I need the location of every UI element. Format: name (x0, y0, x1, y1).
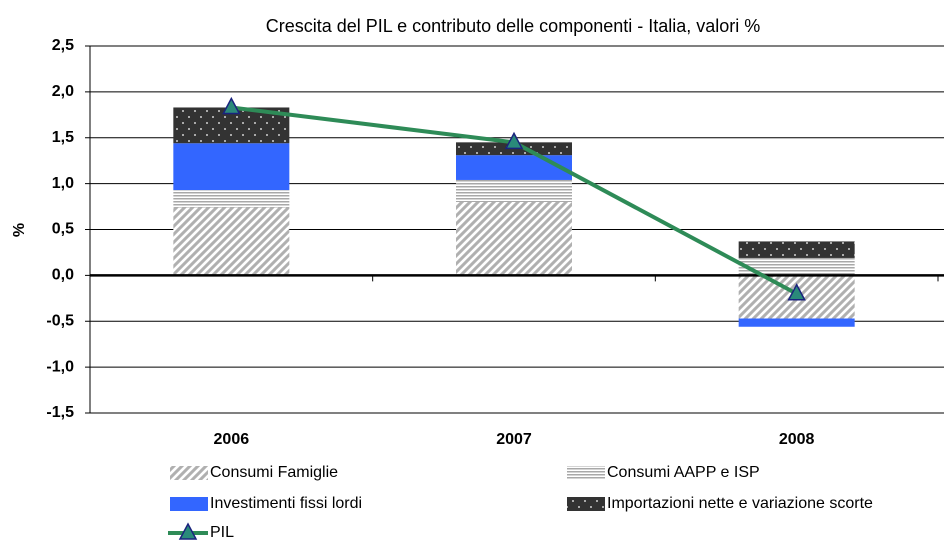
legend-label: Importazioni nette e variazione scorte (607, 495, 873, 512)
marker (222, 96, 241, 115)
legend-swatch (567, 497, 605, 511)
y-tick-label: -1,0 (46, 358, 74, 375)
y-tick-label: -0,5 (46, 312, 74, 329)
bar (738, 257, 855, 276)
bar (173, 143, 290, 191)
bar (173, 207, 290, 276)
x-tick-label: 2007 (496, 431, 532, 448)
legend-label: Investimenti fissi lordi (210, 495, 362, 512)
marker (787, 283, 806, 301)
y-tick-label: 2,5 (52, 37, 74, 54)
x-tick-label: 2006 (214, 431, 250, 448)
marker (504, 131, 524, 150)
legend-swatch (567, 466, 605, 480)
y-axis-label: % (11, 223, 28, 237)
y-tick-label: 1,5 (52, 129, 74, 146)
chart-title: Crescita del PIL e contributo delle comp… (266, 16, 761, 36)
legend-label: Consumi Famiglie (210, 464, 338, 481)
bar (456, 179, 572, 202)
bar (456, 155, 572, 180)
y-tick-label: 0,0 (52, 267, 74, 284)
y-tick-label: -1,5 (46, 404, 74, 421)
y-tick-label: 2,0 (52, 83, 74, 100)
bar (456, 201, 572, 276)
legend-swatch (170, 466, 208, 480)
bar (738, 318, 855, 327)
y-tick-label: 0,5 (52, 221, 74, 238)
x-tick-label: 2008 (779, 431, 815, 448)
legend-label: PIL (210, 524, 234, 541)
y-tick-label: 1,0 (52, 175, 74, 192)
bar (738, 241, 855, 258)
legend-label: Consumi AAPP e ISP (607, 464, 760, 481)
legend-marker (178, 522, 198, 540)
legend-swatch (170, 497, 208, 511)
bar (173, 190, 290, 208)
